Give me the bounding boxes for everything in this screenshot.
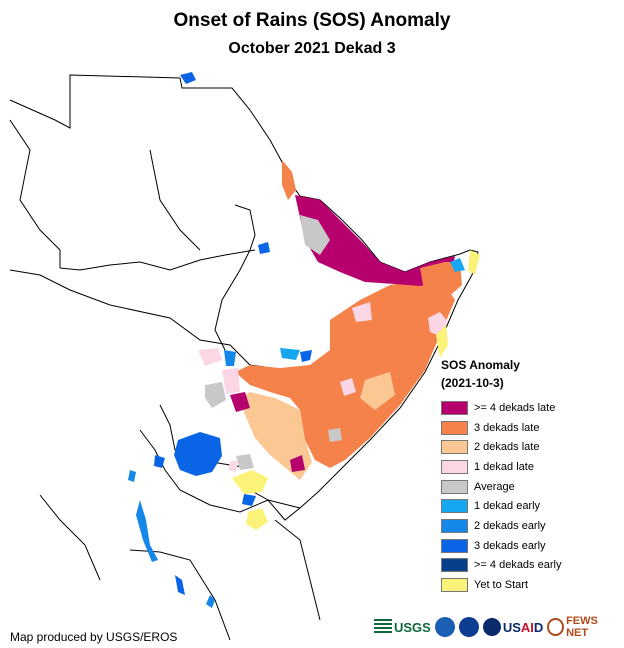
fews-globe-icon [547,618,565,636]
legend-label: 2 dekads late [474,441,540,454]
legend-swatch [441,558,468,573]
partner-logos: USGS US AI D FEWS NET [374,612,618,642]
usaid-logo: US AI D [482,618,543,636]
map-subtitle: October 2021 Dekad 3 [228,40,396,57]
legend-item: 3 dekads early [441,536,621,556]
usaid-seal-icon [482,618,501,636]
legend-label: >= 4 dekads late [474,401,556,414]
usgs-mark-icon [374,619,392,635]
legend-item: 2 dekads early [441,516,621,536]
legend-label: 3 dekads late [474,421,540,434]
map-credit: Map produced by USGS/EROS [10,630,178,644]
legend-label: 3 dekads early [474,539,546,552]
noaa-logo-icon [434,617,455,637]
anomaly-area-2-late [240,392,312,480]
nasa-logo-icon [458,617,479,637]
legend-items: >= 4 dekads late 3 dekads late 2 dekads la… [441,398,621,595]
fews-net-logo: FEWS NET [547,615,618,639]
legend-swatch [441,420,468,435]
legend-swatch [441,440,468,455]
anomaly-area-yet-to-start-sw [232,470,268,494]
legend-swatch [441,479,468,494]
legend: SOS Anomaly (2021-10-3) >= 4 dekads late… [441,356,621,595]
legend-item: Average [441,477,621,497]
legend-label: Average [474,480,515,493]
legend-item: 2 dekads late [441,437,621,457]
legend-swatch [441,518,468,533]
legend-label: 2 dekads early [474,519,546,532]
legend-swatch [441,459,468,474]
legend-date: (2021-10-3) [441,376,504,390]
legend-label: 1 dekad late [474,460,534,473]
anomaly-area-3-late [235,280,455,468]
legend-item: >= 4 dekads early [441,556,621,576]
legend-item: 1 dekad early [441,496,621,516]
legend-item: Yet to Start [441,575,621,595]
usgs-logo: USGS [374,619,431,635]
legend-title: SOS Anomaly [441,358,520,372]
legend-swatch [441,499,468,514]
legend-label: Yet to Start [474,579,529,592]
legend-item: 1 dekad late [441,457,621,477]
anomaly-area-yet-to-start-ne [468,250,480,275]
legend-swatch [441,538,468,553]
legend-swatch [441,578,468,593]
legend-item: >= 4 dekads late [441,398,621,418]
legend-label: >= 4 dekads early [474,559,562,572]
map-title: Onset of Rains (SOS) Anomaly [173,10,451,31]
legend-item: 3 dekads late [441,418,621,438]
legend-label: 1 dekad early [474,500,541,513]
anomaly-area-ne-late [295,195,455,286]
legend-swatch [441,400,468,415]
lake-victoria [174,432,222,476]
